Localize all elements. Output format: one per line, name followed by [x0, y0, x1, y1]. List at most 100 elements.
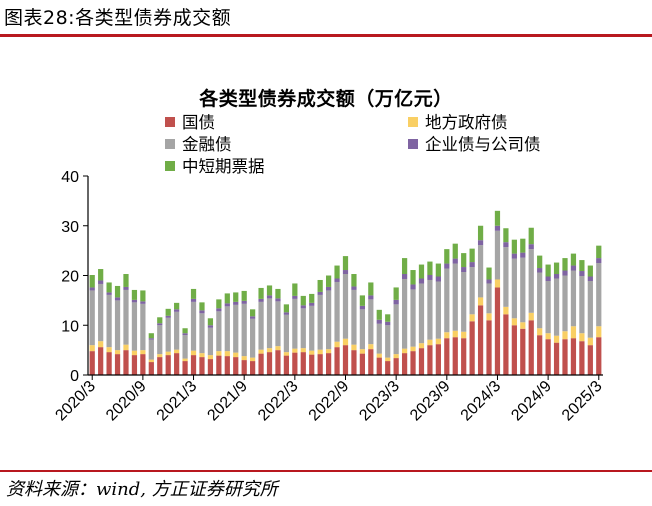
bar-zhongduanqi-2021/1 — [174, 302, 180, 310]
bar-jinrongzhai-2022/4 — [300, 308, 306, 349]
bar-zhongduanqi-2020/3 — [89, 275, 95, 288]
bar-qiyezhai-2023/4 — [401, 274, 408, 279]
bar-jinrongzhai-2021/7 — [224, 306, 230, 352]
bar-qiyezhai-2020/7 — [123, 286, 129, 290]
bar-qiyezhai-2022/9 — [342, 270, 349, 275]
bar-zhongduanqi-2024/1 — [477, 225, 484, 241]
bar-qiyezhai-2020/10 — [148, 338, 154, 340]
bar-difangzhengfuzhai-2021/3 — [190, 350, 197, 356]
bar-difangzhengfuzhai-2020/3 — [89, 345, 95, 352]
bar-qiyezhai-2021/8 — [233, 301, 239, 305]
bar-zhongduanqi-2020/4 — [98, 269, 104, 281]
bar-qiyezhai-2023/5 — [410, 284, 416, 290]
bar-zhongduanqi-2021/4 — [199, 302, 205, 311]
bar-qiyezhai-2024/8 — [537, 268, 543, 273]
bar-difangzhengfuzhai-2023/1 — [376, 353, 382, 358]
bar-guozhai-2021/8 — [233, 357, 239, 375]
bar-jinrongzhai-2023/1 — [376, 323, 382, 354]
bar-guozhai-2024/8 — [537, 335, 543, 375]
bar-zhongduanqi-2025/2 — [587, 265, 593, 277]
bar-jinrongzhai-2022/9 — [342, 274, 349, 339]
bar-difangzhengfuzhai-2023/3 — [393, 354, 399, 359]
bar-difangzhengfuzhai-2022/11 — [359, 349, 365, 354]
bar-difangzhengfuzhai-2023/7 — [427, 339, 433, 346]
bar-jinrongzhai-2021/10 — [250, 318, 256, 358]
bar-guozhai-2020/9 — [140, 354, 146, 375]
bar-difangzhengfuzhai-2020/4 — [98, 341, 104, 348]
top-rule — [0, 34, 652, 37]
bar-zhongduanqi-2022/5 — [309, 293, 315, 303]
bar-guozhai-2021/11 — [258, 353, 264, 375]
bar-guozhai-2023/11 — [461, 338, 467, 375]
bar-jinrongzhai-2020/6 — [114, 300, 121, 351]
bar-difangzhengfuzhai-2024/8 — [537, 328, 543, 336]
bar-zhongduanqi-2024/5 — [511, 239, 517, 254]
bar-guozhai-2023/4 — [401, 353, 408, 375]
bar-jinrongzhai-2024/12 — [570, 270, 577, 327]
bar-guozhai-2024/7 — [528, 320, 534, 375]
bar-difangzhengfuzhai-2024/6 — [520, 322, 526, 329]
bar-qiyezhai-2021/3 — [190, 298, 197, 302]
bar-difangzhengfuzhai-2023/5 — [410, 346, 416, 352]
bar-guozhai-2024/2 — [486, 320, 492, 375]
bar-jinrongzhai-2020/8 — [131, 302, 138, 351]
bar-qiyezhai-2021/9 — [241, 300, 247, 304]
bar-jinrongzhai-2022/8 — [334, 281, 340, 342]
legend-swatch-qiyezhai — [408, 139, 418, 149]
bar-qiyezhai-2023/9 — [444, 263, 450, 269]
bar-qiyezhai-2022/12 — [368, 295, 374, 300]
bar-zhongduanqi-2020/12 — [165, 308, 171, 316]
bar-qiyezhai-2021/4 — [199, 310, 205, 314]
bar-difangzhengfuzhai-2021/6 — [216, 351, 222, 356]
bar-guozhai-2024/6 — [520, 328, 526, 375]
bar-zhongduanqi-2023/7 — [427, 261, 433, 275]
bar-qiyezhai-2024/12 — [570, 265, 577, 271]
bar-difangzhengfuzhai-2020/9 — [140, 350, 146, 355]
bottom-rule — [0, 470, 652, 472]
bar-difangzhengfuzhai-2021/10 — [250, 357, 256, 362]
bar-jinrongzhai-2023/6 — [418, 283, 425, 344]
bar-difangzhengfuzhai-2023/8 — [435, 338, 441, 345]
bar-qiyezhai-2020/8 — [131, 299, 138, 303]
y-tick-label-30: 30 — [61, 219, 79, 236]
bar-difangzhengfuzhai-2022/12 — [368, 344, 374, 350]
bar-qiyezhai-2022/2 — [283, 312, 290, 315]
bar-zhongduanqi-2022/9 — [342, 256, 349, 271]
bar-zhongduanqi-2023/11 — [461, 253, 467, 268]
bar-zhongduanqi-2020/7 — [123, 274, 129, 287]
bar-jinrongzhai-2022/10 — [351, 289, 357, 345]
bar-zhongduanqi-2022/11 — [359, 295, 365, 306]
bar-guozhai-2021/1 — [174, 353, 180, 375]
bar-difangzhengfuzhai-2024/4 — [503, 306, 509, 315]
bar-difangzhengfuzhai-2024/9 — [545, 333, 551, 340]
bar-guozhai-2020/3 — [89, 351, 95, 375]
figure-caption: 图表28:各类型债券成交额 — [4, 7, 232, 29]
bar-jinrongzhai-2021/12 — [266, 298, 273, 349]
bar-jinrongzhai-2020/3 — [89, 290, 95, 346]
bar-guozhai-2021/5 — [207, 359, 214, 375]
bar-qiyezhai-2022/6 — [317, 291, 323, 295]
bar-guozhai-2022/2 — [283, 355, 290, 375]
bar-guozhai-2020/7 — [123, 350, 129, 376]
bar-jinrongzhai-2020/11 — [157, 325, 163, 355]
bar-qiyezhai-2023/6 — [418, 278, 425, 284]
bar-jinrongzhai-2024/10 — [553, 278, 560, 336]
bar-guozhai-2021/3 — [190, 355, 197, 375]
bar-qiyezhai-2021/7 — [224, 303, 230, 307]
bar-qiyezhai-2020/4 — [98, 280, 104, 284]
x-tick-label-2021/9: 2021/9 — [204, 378, 251, 425]
bar-jinrongzhai-2021/9 — [241, 303, 247, 357]
bar-jinrongzhai-2023/12 — [469, 267, 475, 315]
bar-jinrongzhai-2021/6 — [216, 311, 222, 352]
bar-difangzhengfuzhai-2020/6 — [114, 350, 121, 355]
y-tick-label-40: 40 — [61, 169, 79, 186]
bar-jinrongzhai-2020/7 — [123, 289, 129, 345]
legend-item-qiyezhai: 企业债与公司债 — [408, 135, 541, 155]
bar-qiyezhai-2023/1 — [376, 319, 382, 324]
bar-zhongduanqi-2023/8 — [435, 263, 441, 277]
bar-guozhai-2020/12 — [165, 355, 171, 375]
bar-zhongduanqi-2025/1 — [579, 260, 585, 272]
legend-swatch-jinrongzhai — [165, 139, 175, 149]
bar-guozhai-2021/10 — [250, 361, 256, 375]
y-tick-label-10: 10 — [61, 318, 79, 335]
